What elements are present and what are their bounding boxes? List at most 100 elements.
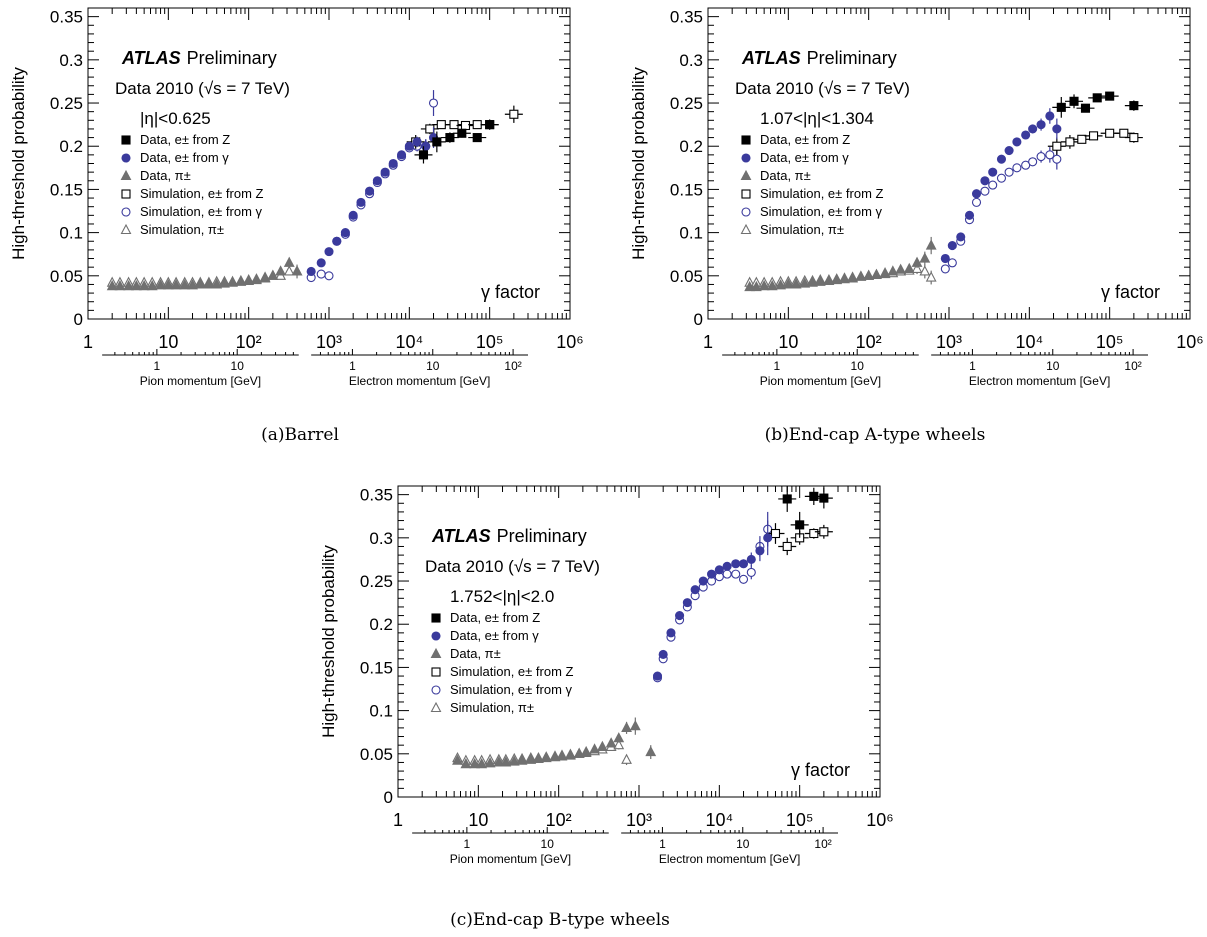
- marker-square: [770, 528, 781, 539]
- y-axis-label: High-threshold probability: [9, 67, 28, 260]
- marker-triangle: [211, 278, 223, 289]
- data-line-suffix: = 7 TeV): [222, 79, 290, 98]
- gamma-factor-label: γ factor: [791, 760, 850, 780]
- x-tick-label: 10⁵: [1096, 332, 1123, 352]
- atlas-word: ATLAS: [431, 526, 491, 546]
- pion-tick-label: 10: [851, 359, 865, 373]
- marker-circle: [947, 258, 957, 268]
- sqrt-s: √s: [824, 79, 842, 98]
- y-tick-label: 0: [74, 310, 83, 329]
- marker-circle: [675, 611, 685, 621]
- marker-circle: [431, 685, 441, 695]
- legend-label: Simulation, e± from Z: [450, 664, 574, 679]
- legend-entry: Simulation, e± from Z: [431, 664, 574, 679]
- marker-triangle: [879, 267, 891, 278]
- marker-triangle: [162, 279, 174, 290]
- legend-entry: Simulation, e± from γ: [121, 204, 263, 219]
- y-tick-label: 0.35: [670, 8, 703, 27]
- legend-label: Data, e± from Z: [760, 132, 850, 147]
- marker-triangle: [235, 275, 247, 286]
- marker-circle: [971, 189, 982, 199]
- x-tick-label: 1: [83, 332, 93, 352]
- legend-label: Simulation, π±: [450, 700, 534, 715]
- marker-square: [1069, 96, 1079, 106]
- preliminary-word: Preliminary: [807, 48, 897, 68]
- atlas-label: ATLAS Preliminary: [121, 48, 277, 68]
- marker-triangle: [744, 280, 756, 292]
- marker-circle: [956, 232, 966, 242]
- legend-entry: Data, π±: [120, 168, 191, 183]
- marker-triangle: [275, 265, 287, 276]
- marker-triangle: [750, 280, 762, 292]
- marker-triangle: [469, 757, 481, 769]
- marker-triangle: [556, 750, 568, 761]
- x-tick-label: 10²: [236, 332, 262, 352]
- marker-triangle: [911, 256, 923, 267]
- marker-circle: [722, 569, 732, 579]
- marker-square: [121, 189, 131, 199]
- marker-triangle: [580, 745, 592, 757]
- marker-square: [1129, 133, 1139, 143]
- marker-triangle: [291, 265, 303, 276]
- marker-circle: [738, 574, 749, 584]
- legend-label: Data, e± from Z: [450, 610, 540, 625]
- marker-circle: [1028, 157, 1038, 167]
- marker-circle: [340, 228, 350, 238]
- marker-triangle: [500, 756, 512, 767]
- marker-triangle: [925, 271, 937, 282]
- marker-circle: [714, 565, 724, 575]
- marker-square: [436, 120, 446, 130]
- x-tick-label: 10⁵: [476, 332, 503, 352]
- marker-triangle: [430, 647, 442, 659]
- marker-square: [782, 494, 792, 504]
- marker-circle: [1036, 152, 1046, 162]
- marker-circle: [332, 236, 342, 246]
- electron-axis-label: Electron momentum [GeV]: [349, 374, 490, 388]
- marker-square: [819, 527, 829, 537]
- marker-circle: [731, 569, 741, 579]
- marker-square: [485, 120, 495, 130]
- marker-square: [1077, 134, 1087, 144]
- marker-triangle: [484, 757, 496, 768]
- preliminary-word: Preliminary: [497, 526, 587, 546]
- marker-circle: [996, 154, 1007, 164]
- electron-tick-label: 1: [349, 359, 356, 373]
- y-tick-label: 0.3: [369, 529, 393, 548]
- legend-label: Data, e± from γ: [140, 150, 229, 165]
- marker-triangle: [123, 279, 134, 291]
- x-tick-label: 10⁴: [705, 810, 733, 830]
- x-tick-label: 10⁶: [866, 810, 893, 830]
- marker-circle: [1036, 120, 1046, 130]
- marker-triangle: [106, 279, 118, 291]
- data-2010-label: Data 2010 (√s = 7 TeV): [735, 79, 910, 98]
- electron-tick-label: 10²: [1124, 359, 1141, 373]
- marker-triangle: [903, 262, 915, 273]
- marker-circle: [746, 567, 756, 577]
- marker-triangle: [629, 719, 641, 731]
- gamma-factor-label: γ factor: [481, 282, 540, 302]
- legend-entry: Simulation, e± from γ: [741, 204, 883, 219]
- marker-triangle: [493, 756, 505, 767]
- y-tick-label: 0.05: [670, 267, 703, 286]
- x-tick-label: 10⁵: [786, 810, 813, 830]
- marker-circle: [682, 598, 692, 608]
- marker-square: [418, 150, 429, 160]
- marker-triangle: [120, 223, 132, 235]
- marker-circle: [428, 98, 439, 108]
- marker-circle: [1004, 145, 1014, 156]
- legend-label: Data, π±: [760, 168, 811, 183]
- marker-triangle: [740, 223, 752, 235]
- marker-triangle: [790, 278, 802, 289]
- x-tick-label: 10³: [626, 810, 652, 830]
- preliminary-word: Preliminary: [187, 48, 277, 68]
- marker-circle: [1004, 167, 1014, 177]
- legend-entry: Simulation, e± from Z: [741, 186, 884, 201]
- marker-triangle: [814, 275, 826, 286]
- marker-triangle: [130, 279, 142, 291]
- marker-triangle: [283, 265, 295, 276]
- y-tick-label: 0.15: [670, 180, 703, 199]
- legend-label: Simulation, e± from Z: [760, 186, 884, 201]
- marker-triangle: [621, 753, 632, 764]
- marker-triangle: [613, 732, 625, 743]
- marker-circle: [431, 631, 441, 641]
